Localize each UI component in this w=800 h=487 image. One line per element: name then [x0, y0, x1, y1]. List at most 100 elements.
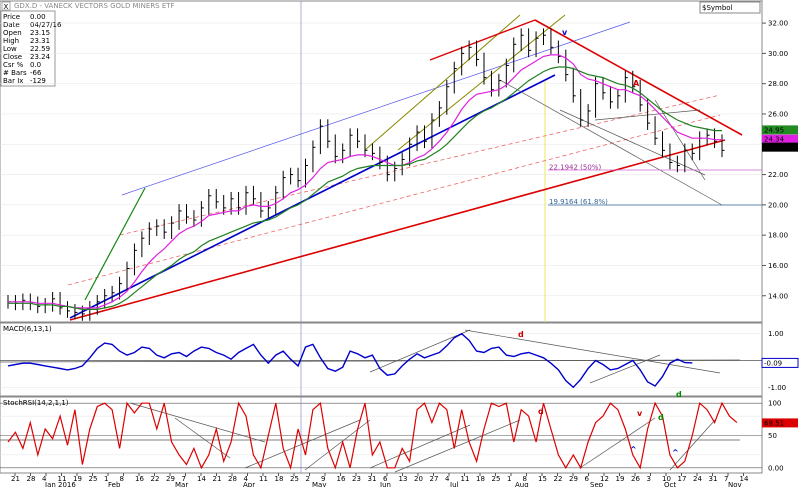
macd-tick-label: -1.00	[768, 384, 786, 392]
x-date-label: 18	[275, 475, 284, 483]
macd-tick-label: 1.00	[768, 330, 784, 338]
price-annotation: A	[633, 79, 640, 88]
header-title: GDX.D - VANECK VECTORS GOLD MINERS ETF	[14, 2, 175, 10]
trendline	[369, 424, 471, 469]
x-month-label: May	[312, 481, 326, 487]
x-date-label: 1	[104, 475, 108, 483]
info-value: -129	[30, 77, 46, 85]
last-value-label: 24.95	[764, 126, 784, 134]
x-date-label: 31	[709, 475, 718, 483]
x-date-label: 4	[445, 475, 450, 483]
x-date-label: 22	[554, 475, 563, 483]
info-value: -66	[30, 69, 42, 77]
last-value-label: 23.81	[764, 144, 784, 152]
close-flag-label[interactable]: X	[4, 3, 9, 11]
x-month-label: Mar	[175, 481, 188, 487]
x-date-label: 8	[120, 475, 124, 483]
macd-last-value: -0.09	[764, 359, 782, 367]
trendline	[119, 94, 721, 236]
x-date-label: 31	[368, 475, 377, 483]
info-value: 0.0	[30, 61, 41, 69]
trendline	[499, 79, 723, 206]
price-tick-label: 32.00	[768, 20, 788, 28]
trendline	[589, 354, 661, 384]
x-date-label: 3	[647, 475, 651, 483]
trendline	[67, 114, 721, 286]
rsi-annotation: d	[538, 407, 544, 416]
trendline	[69, 74, 556, 319]
x-date-label: 22	[151, 475, 160, 483]
x-date-label: 15	[538, 475, 547, 483]
x-date-label: 9	[321, 475, 325, 483]
stochrsi-title: StochRSI(14,2,1,1)	[3, 399, 69, 407]
info-value: 22.59	[30, 45, 50, 53]
symbol-box[interactable]	[699, 1, 761, 14]
x-month-label: Jun	[379, 481, 391, 487]
rsi-tick-label: 0.00	[768, 464, 784, 472]
x-date-label: 16	[337, 475, 346, 483]
last-value-box	[762, 125, 798, 135]
x-date-label: 14	[197, 475, 206, 483]
trendline	[654, 99, 706, 181]
macd-annotation: d	[518, 330, 524, 339]
x-date-label: 19	[616, 475, 625, 483]
info-box	[0, 10, 56, 87]
rsi-last-box	[762, 418, 798, 428]
x-month-label: Jul	[449, 481, 459, 487]
x-month-label: Oct	[664, 481, 676, 487]
trendline	[534, 19, 743, 136]
trendline	[669, 419, 716, 471]
trendline	[304, 419, 371, 471]
info-label: High	[3, 37, 19, 45]
x-date-label: 21	[213, 475, 222, 483]
x-date-label: 11	[461, 475, 470, 483]
x-date-label: 12	[600, 475, 609, 483]
trendline	[129, 402, 266, 443]
price-annotation: v	[562, 28, 568, 37]
trendline	[84, 187, 146, 301]
price-tick-label: 26.00	[768, 110, 788, 118]
rsi-annotation: v	[637, 409, 643, 418]
price-tick-label: 16.00	[768, 262, 788, 270]
x-month-label: Nov	[728, 481, 742, 487]
info-label: Csr %	[3, 61, 24, 69]
rsi-annotation: ^	[630, 445, 637, 454]
x-date-label: 11	[58, 475, 67, 483]
stochrsi-panel-frame	[0, 396, 763, 474]
info-value: 04/27/16	[30, 21, 62, 29]
info-value: 23.15	[30, 29, 50, 37]
x-date-label: 21	[11, 475, 20, 483]
ma-short-line	[8, 54, 722, 309]
x-date-label: 19	[73, 475, 82, 483]
x-date-label: 29	[569, 475, 578, 483]
ma-long-line	[8, 66, 722, 310]
trendline	[0, 359, 741, 363]
x-date-label: 25	[492, 475, 501, 483]
macd-last-box	[761, 357, 799, 368]
rsi-annotation: d	[658, 413, 664, 422]
info-label: Open	[3, 29, 22, 37]
x-month-label: Sep	[590, 481, 604, 487]
last-value-label: 24.34	[764, 136, 785, 144]
x-date-label: 2	[306, 475, 310, 483]
macd-title: MACD(6,13,1)	[3, 325, 52, 333]
x-date-label: 28	[228, 475, 237, 483]
x-date-label: 7	[182, 475, 186, 483]
symbol-box-label[interactable]: $Symbol	[702, 4, 733, 12]
close-flag[interactable]	[1, 1, 11, 11]
trendline	[429, 19, 536, 61]
info-label: Date	[3, 21, 20, 29]
trendline	[121, 21, 631, 196]
x-date-label: 10	[662, 475, 671, 483]
x-date-label: 29	[166, 475, 175, 483]
rsi-tick-label: 100	[768, 400, 781, 408]
x-month-label: Jan 2016	[44, 481, 76, 487]
x-date-label: 20	[414, 475, 423, 483]
macd-annotation: d	[676, 390, 682, 399]
x-date-label: 7	[724, 475, 728, 483]
x-date-label: 23	[352, 475, 361, 483]
trendline	[464, 329, 721, 374]
trendline	[364, 14, 521, 151]
x-date-label: 27	[430, 475, 439, 483]
